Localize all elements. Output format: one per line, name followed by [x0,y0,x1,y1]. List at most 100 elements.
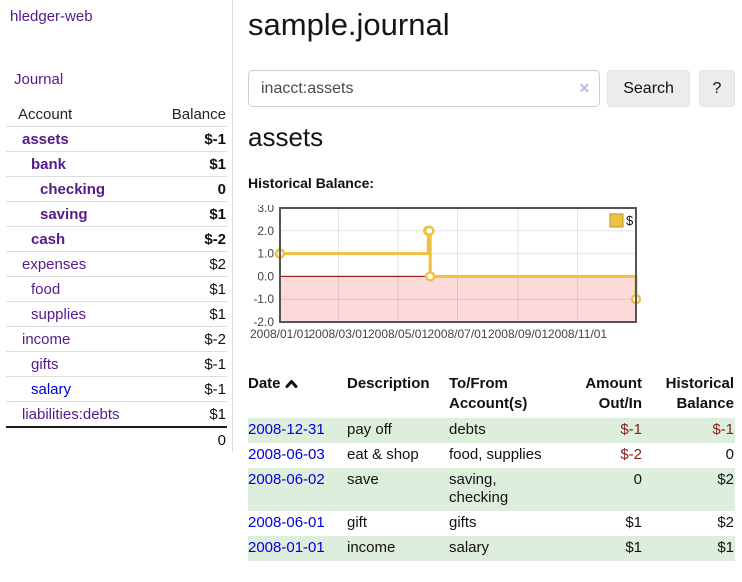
legend-label: $ [626,213,634,228]
transaction-balance: $1 [717,539,734,556]
register-row: 2008-06-03 eat & shop food, supplies $-2 0 [248,443,735,468]
account-balance: $1 [209,206,226,223]
register-header-date[interactable]: Date [248,371,347,418]
x-axis-tick-label: 2008/03/01 [308,327,368,341]
account-row: cash $-2 [6,226,227,252]
transaction-amount: $-2 [620,446,642,463]
account-row: checking 0 [6,176,227,202]
transaction-balance: $2 [717,471,734,488]
transaction-date-link[interactable]: 2008-06-03 [248,446,325,463]
account-link[interactable]: bank [31,156,67,173]
transaction-accounts: food, supplies [449,446,542,463]
register-header-balance: Historical Balance [665,375,734,412]
account-balance: $1 [209,156,226,173]
transaction-amount: 0 [633,471,642,488]
y-axis-tick-label: 2.0 [257,224,274,238]
x-axis-tick-label: 2008/07/01 [427,327,487,341]
account-row: liabilities:debts $1 [6,401,227,428]
transaction-balance: $2 [717,514,734,531]
account-heading: assets [248,122,324,152]
transaction-amount: $1 [625,539,642,556]
account-row: income $-2 [6,326,227,352]
account-balance: $-1 [204,381,226,398]
page-title: sample.journal [248,7,450,42]
sidebar-item-journal[interactable]: Journal [14,71,64,88]
x-axis-tick-label: 2008/09/01 [488,327,548,341]
account-link[interactable]: checking [40,181,106,198]
account-row: bank $1 [6,151,227,177]
transaction-description: eat & shop [347,446,419,463]
transaction-description: pay off [347,421,392,438]
transaction-date-link[interactable]: 2008-06-02 [248,471,325,488]
account-row: saving $1 [6,201,227,227]
account-row: assets $-1 [6,126,227,152]
account-row: salary $-1 [6,376,227,402]
transaction-description: save [347,471,379,488]
help-button[interactable]: ? [698,70,735,107]
transaction-date-link[interactable]: 2008-06-01 [248,514,325,531]
transaction-description: gift [347,514,368,531]
account-balance: $-1 [204,356,226,373]
transaction-balance: 0 [725,446,734,463]
y-axis-tick-label: -2.0 [253,315,274,329]
transaction-amount: $1 [625,514,642,531]
account-balance: $-2 [204,231,226,248]
historical-balance-chart: $3.0 2.0 1.0 0.0 -1.0 -2.0 2008/01/01 2008/03/0… [248,201,735,349]
account-row: food $1 [6,276,227,302]
chart-svg: $3.0 2.0 1.0 0.0 -1.0 -2.02008/01/012008/03/0… [250,201,642,341]
register-header-amount: Amount Out/In [585,375,642,412]
register-header-accounts: To/From Account(s) [449,375,528,412]
account-row: supplies $1 [6,301,227,327]
x-axis-tick-label: 2008/05/01 [368,327,428,341]
transaction-amount: $-1 [620,421,642,438]
accounts-table: Account Balance assets $-1 bank $1 checking 0… [6,102,227,452]
chart-label: Historical Balance: [248,175,375,191]
register-header-row: Date Description To/From Account(s) Amou… [248,371,735,418]
register-row: 2008-06-02 save saving, checking 0 $2 [248,468,735,511]
account-link[interactable]: expenses [22,256,87,273]
transaction-description: income [347,539,396,556]
transaction-accounts: gifts [449,514,477,531]
account-link[interactable]: assets [22,131,69,148]
account-link[interactable]: supplies [31,306,87,323]
transaction-date-link[interactable]: 2008-01-01 [248,539,325,556]
x-axis-tick-label: 2008/01/01 [250,327,310,341]
account-link[interactable]: cash [31,231,66,248]
sort-asc-icon [285,375,298,395]
account-balance: $1 [209,306,226,323]
account-link[interactable]: salary [31,381,72,398]
transaction-accounts: debts [449,421,486,438]
search-input[interactable] [248,70,601,107]
search-form: ✕ Search ? [248,70,735,107]
y-axis-tick-label: 0.0 [257,269,274,283]
account-link[interactable]: food [31,281,61,298]
app-title-link[interactable]: hledger-web [10,8,93,25]
account-link[interactable]: income [22,331,71,348]
legend-swatch [609,213,624,228]
register-header-description: Description [347,375,430,392]
accounts-header-account: Account [18,106,73,123]
accounts-total-row: 0 [6,427,227,452]
register-row: 2008-06-01 gift gifts $1 $2 [248,511,735,536]
clear-search-icon[interactable]: ✕ [578,80,591,96]
transaction-date-link[interactable]: 2008-12-31 [248,421,325,438]
transaction-accounts: salary [449,539,490,556]
account-balance: $2 [209,256,226,273]
accounts-header-balance: Balance [171,106,226,123]
account-link[interactable]: liabilities:debts [22,406,120,423]
x-axis-tick-label: 2008/11/01 [548,327,607,341]
account-balance: $1 [209,406,226,423]
page: hledger-web Journal Account Balance asse… [6,0,735,561]
register-row: 2008-12-31 pay off debts $-1 $-1 [248,418,735,443]
transaction-accounts: saving, checking [449,471,509,506]
y-axis-tick-label: 1.0 [257,247,274,261]
register-row: 2008-01-01 income salary $1 $1 [248,536,735,561]
account-row: gifts $-1 [6,351,227,377]
account-balance: $-2 [204,331,226,348]
main-content: sample.journal ✕ Search ? assets Histori… [233,0,735,561]
account-link[interactable]: saving [40,206,88,223]
account-balance: $-1 [204,131,226,148]
search-button[interactable]: Search [607,70,690,107]
transaction-balance: $-1 [712,421,734,438]
account-link[interactable]: gifts [31,356,59,373]
